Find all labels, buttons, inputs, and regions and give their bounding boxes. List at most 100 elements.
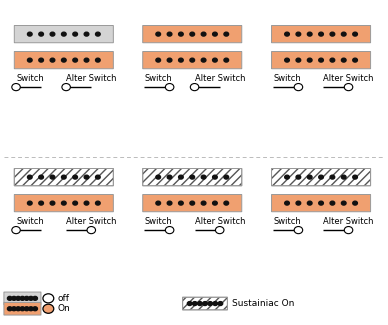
- Circle shape: [7, 307, 12, 311]
- Circle shape: [12, 307, 16, 311]
- Circle shape: [28, 201, 32, 205]
- Circle shape: [95, 201, 100, 205]
- Circle shape: [62, 58, 66, 62]
- Circle shape: [156, 32, 161, 36]
- Text: Switch: Switch: [144, 74, 172, 83]
- FancyBboxPatch shape: [143, 51, 242, 69]
- Circle shape: [296, 201, 301, 205]
- FancyBboxPatch shape: [272, 51, 371, 69]
- Circle shape: [341, 32, 346, 36]
- Circle shape: [87, 227, 95, 234]
- Circle shape: [39, 32, 43, 36]
- Circle shape: [201, 175, 206, 179]
- Circle shape: [296, 32, 301, 36]
- Circle shape: [16, 307, 21, 311]
- Circle shape: [213, 201, 217, 205]
- Circle shape: [167, 58, 172, 62]
- Text: Switch: Switch: [16, 217, 44, 226]
- FancyBboxPatch shape: [14, 168, 113, 186]
- Circle shape: [353, 32, 357, 36]
- Circle shape: [341, 175, 346, 179]
- Circle shape: [156, 175, 161, 179]
- FancyBboxPatch shape: [272, 25, 371, 43]
- FancyBboxPatch shape: [4, 292, 41, 305]
- Circle shape: [167, 201, 172, 205]
- Circle shape: [319, 32, 323, 36]
- Circle shape: [95, 175, 100, 179]
- FancyBboxPatch shape: [183, 297, 227, 310]
- Circle shape: [187, 302, 192, 306]
- Circle shape: [330, 58, 335, 62]
- FancyBboxPatch shape: [14, 51, 113, 69]
- Circle shape: [84, 201, 89, 205]
- Circle shape: [319, 175, 323, 179]
- Circle shape: [165, 227, 174, 234]
- Circle shape: [156, 201, 161, 205]
- Text: off: off: [57, 294, 69, 303]
- Text: Alter Switch: Alter Switch: [66, 74, 117, 83]
- Text: Switch: Switch: [16, 74, 44, 83]
- Circle shape: [190, 175, 194, 179]
- Circle shape: [178, 58, 183, 62]
- Circle shape: [43, 294, 54, 303]
- Circle shape: [167, 32, 172, 36]
- Circle shape: [167, 175, 172, 179]
- Circle shape: [285, 201, 289, 205]
- Circle shape: [43, 304, 54, 313]
- Text: Sustainiac On: Sustainiac On: [232, 299, 294, 308]
- Circle shape: [39, 175, 43, 179]
- Text: Alter Switch: Alter Switch: [323, 74, 374, 83]
- Circle shape: [307, 32, 312, 36]
- Circle shape: [62, 32, 66, 36]
- Circle shape: [156, 58, 161, 62]
- Circle shape: [224, 32, 229, 36]
- Circle shape: [12, 84, 20, 91]
- Circle shape: [62, 175, 66, 179]
- Circle shape: [20, 296, 25, 300]
- Circle shape: [224, 201, 229, 205]
- Circle shape: [215, 227, 224, 234]
- Circle shape: [73, 32, 78, 36]
- Circle shape: [353, 201, 357, 205]
- Circle shape: [197, 302, 202, 306]
- Circle shape: [39, 58, 43, 62]
- Circle shape: [7, 296, 12, 300]
- Circle shape: [213, 302, 218, 306]
- Text: Switch: Switch: [144, 217, 172, 226]
- Circle shape: [50, 32, 55, 36]
- Circle shape: [62, 201, 66, 205]
- Circle shape: [353, 175, 357, 179]
- Circle shape: [33, 296, 37, 300]
- Circle shape: [213, 58, 217, 62]
- Circle shape: [12, 296, 16, 300]
- Circle shape: [307, 201, 312, 205]
- FancyBboxPatch shape: [14, 25, 113, 43]
- Circle shape: [330, 32, 335, 36]
- Circle shape: [84, 58, 89, 62]
- Circle shape: [16, 296, 21, 300]
- Circle shape: [50, 201, 55, 205]
- Circle shape: [344, 227, 353, 234]
- Circle shape: [190, 32, 194, 36]
- Circle shape: [208, 302, 213, 306]
- Circle shape: [73, 58, 78, 62]
- Circle shape: [330, 201, 335, 205]
- Circle shape: [285, 32, 289, 36]
- Circle shape: [224, 175, 229, 179]
- Circle shape: [28, 58, 32, 62]
- Circle shape: [28, 32, 32, 36]
- Circle shape: [341, 201, 346, 205]
- Circle shape: [341, 58, 346, 62]
- Circle shape: [73, 201, 78, 205]
- Circle shape: [307, 175, 312, 179]
- Circle shape: [28, 175, 32, 179]
- Circle shape: [353, 58, 357, 62]
- Circle shape: [344, 84, 353, 91]
- Circle shape: [285, 58, 289, 62]
- Circle shape: [33, 307, 37, 311]
- Circle shape: [24, 307, 29, 311]
- Text: Switch: Switch: [273, 74, 301, 83]
- Circle shape: [29, 307, 33, 311]
- Circle shape: [319, 58, 323, 62]
- Text: Alter Switch: Alter Switch: [194, 217, 245, 226]
